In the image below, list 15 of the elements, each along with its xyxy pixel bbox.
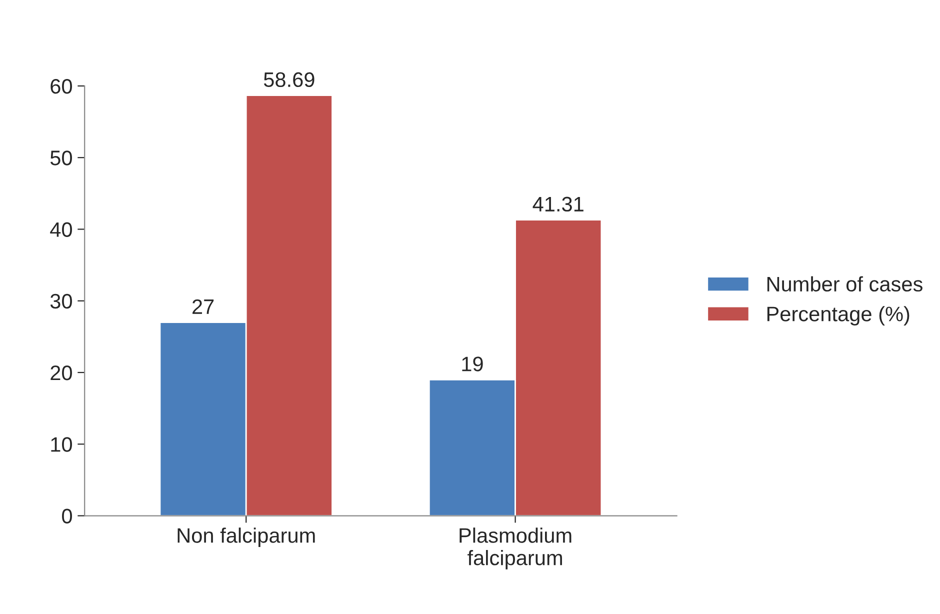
y-tick-label: 30 bbox=[50, 294, 72, 309]
y-tick-label: 20 bbox=[50, 365, 72, 380]
data-label: 27 bbox=[192, 299, 214, 314]
y-tick-label: 0 bbox=[62, 508, 72, 524]
data-label: 58.69 bbox=[264, 72, 314, 88]
legend-label: Number of cases bbox=[767, 276, 922, 292]
y-tick-label: 40 bbox=[50, 222, 72, 237]
x-tick-label: Non falciparum bbox=[178, 528, 315, 547]
data-label: 19 bbox=[462, 356, 483, 372]
y-tick-label: 60 bbox=[50, 78, 72, 94]
x-tick-label: Plasmodium falciparum bbox=[460, 528, 572, 570]
legend-label: Percentage (%) bbox=[767, 306, 910, 326]
data-label: 41.31 bbox=[532, 196, 584, 212]
y-tick-label: 10 bbox=[51, 437, 72, 452]
y-tick-label: 50 bbox=[50, 150, 72, 166]
